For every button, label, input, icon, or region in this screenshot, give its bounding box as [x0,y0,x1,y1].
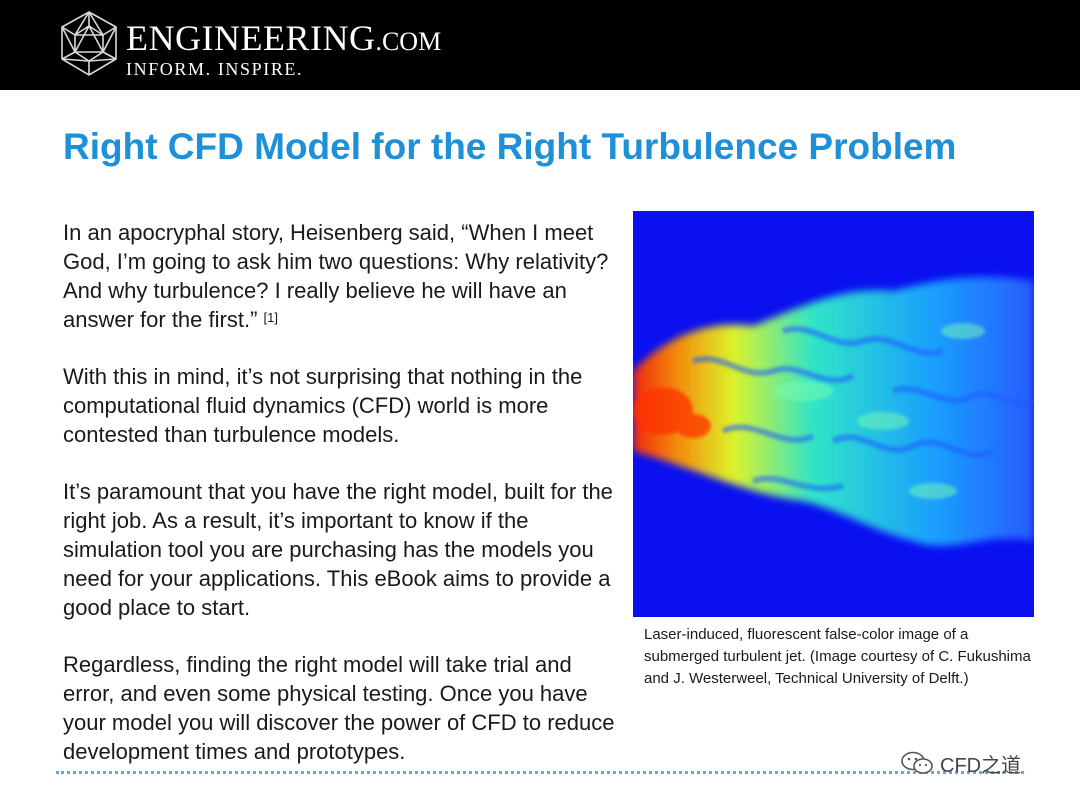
figure-caption: Laser-induced, fluorescent false-color i… [644,626,1031,687]
paragraph-2: With this in mind, it’s not surprising t… [63,364,583,447]
page-title: Right CFD Model for the Right Turbulence… [63,126,957,167]
header-bar: ENGINEERING.COM INFORM. INSPIRE. [0,0,1080,90]
brand-name: ENGINEERING.COM [126,18,442,58]
paragraph-3: It’s paramount that you have the right m… [63,479,613,620]
paragraph-1: In an apocryphal story, Heisenberg said,… [63,220,609,332]
paragraph-4: Regardless, finding the right model will… [63,652,615,764]
body-text: In an apocryphal story, Heisenberg said,… [63,218,628,794]
turbulent-jet-image [633,211,1034,617]
watermark-text: CFD之道 [940,754,1022,777]
brand-tagline: INFORM. INSPIRE. [126,59,304,79]
geodesic-sphere-icon [54,8,124,80]
dotted-divider [56,771,1024,774]
watermark: CFD之道 [900,750,1022,777]
wechat-icon [900,751,934,775]
citation-ref: [1] [263,310,278,325]
